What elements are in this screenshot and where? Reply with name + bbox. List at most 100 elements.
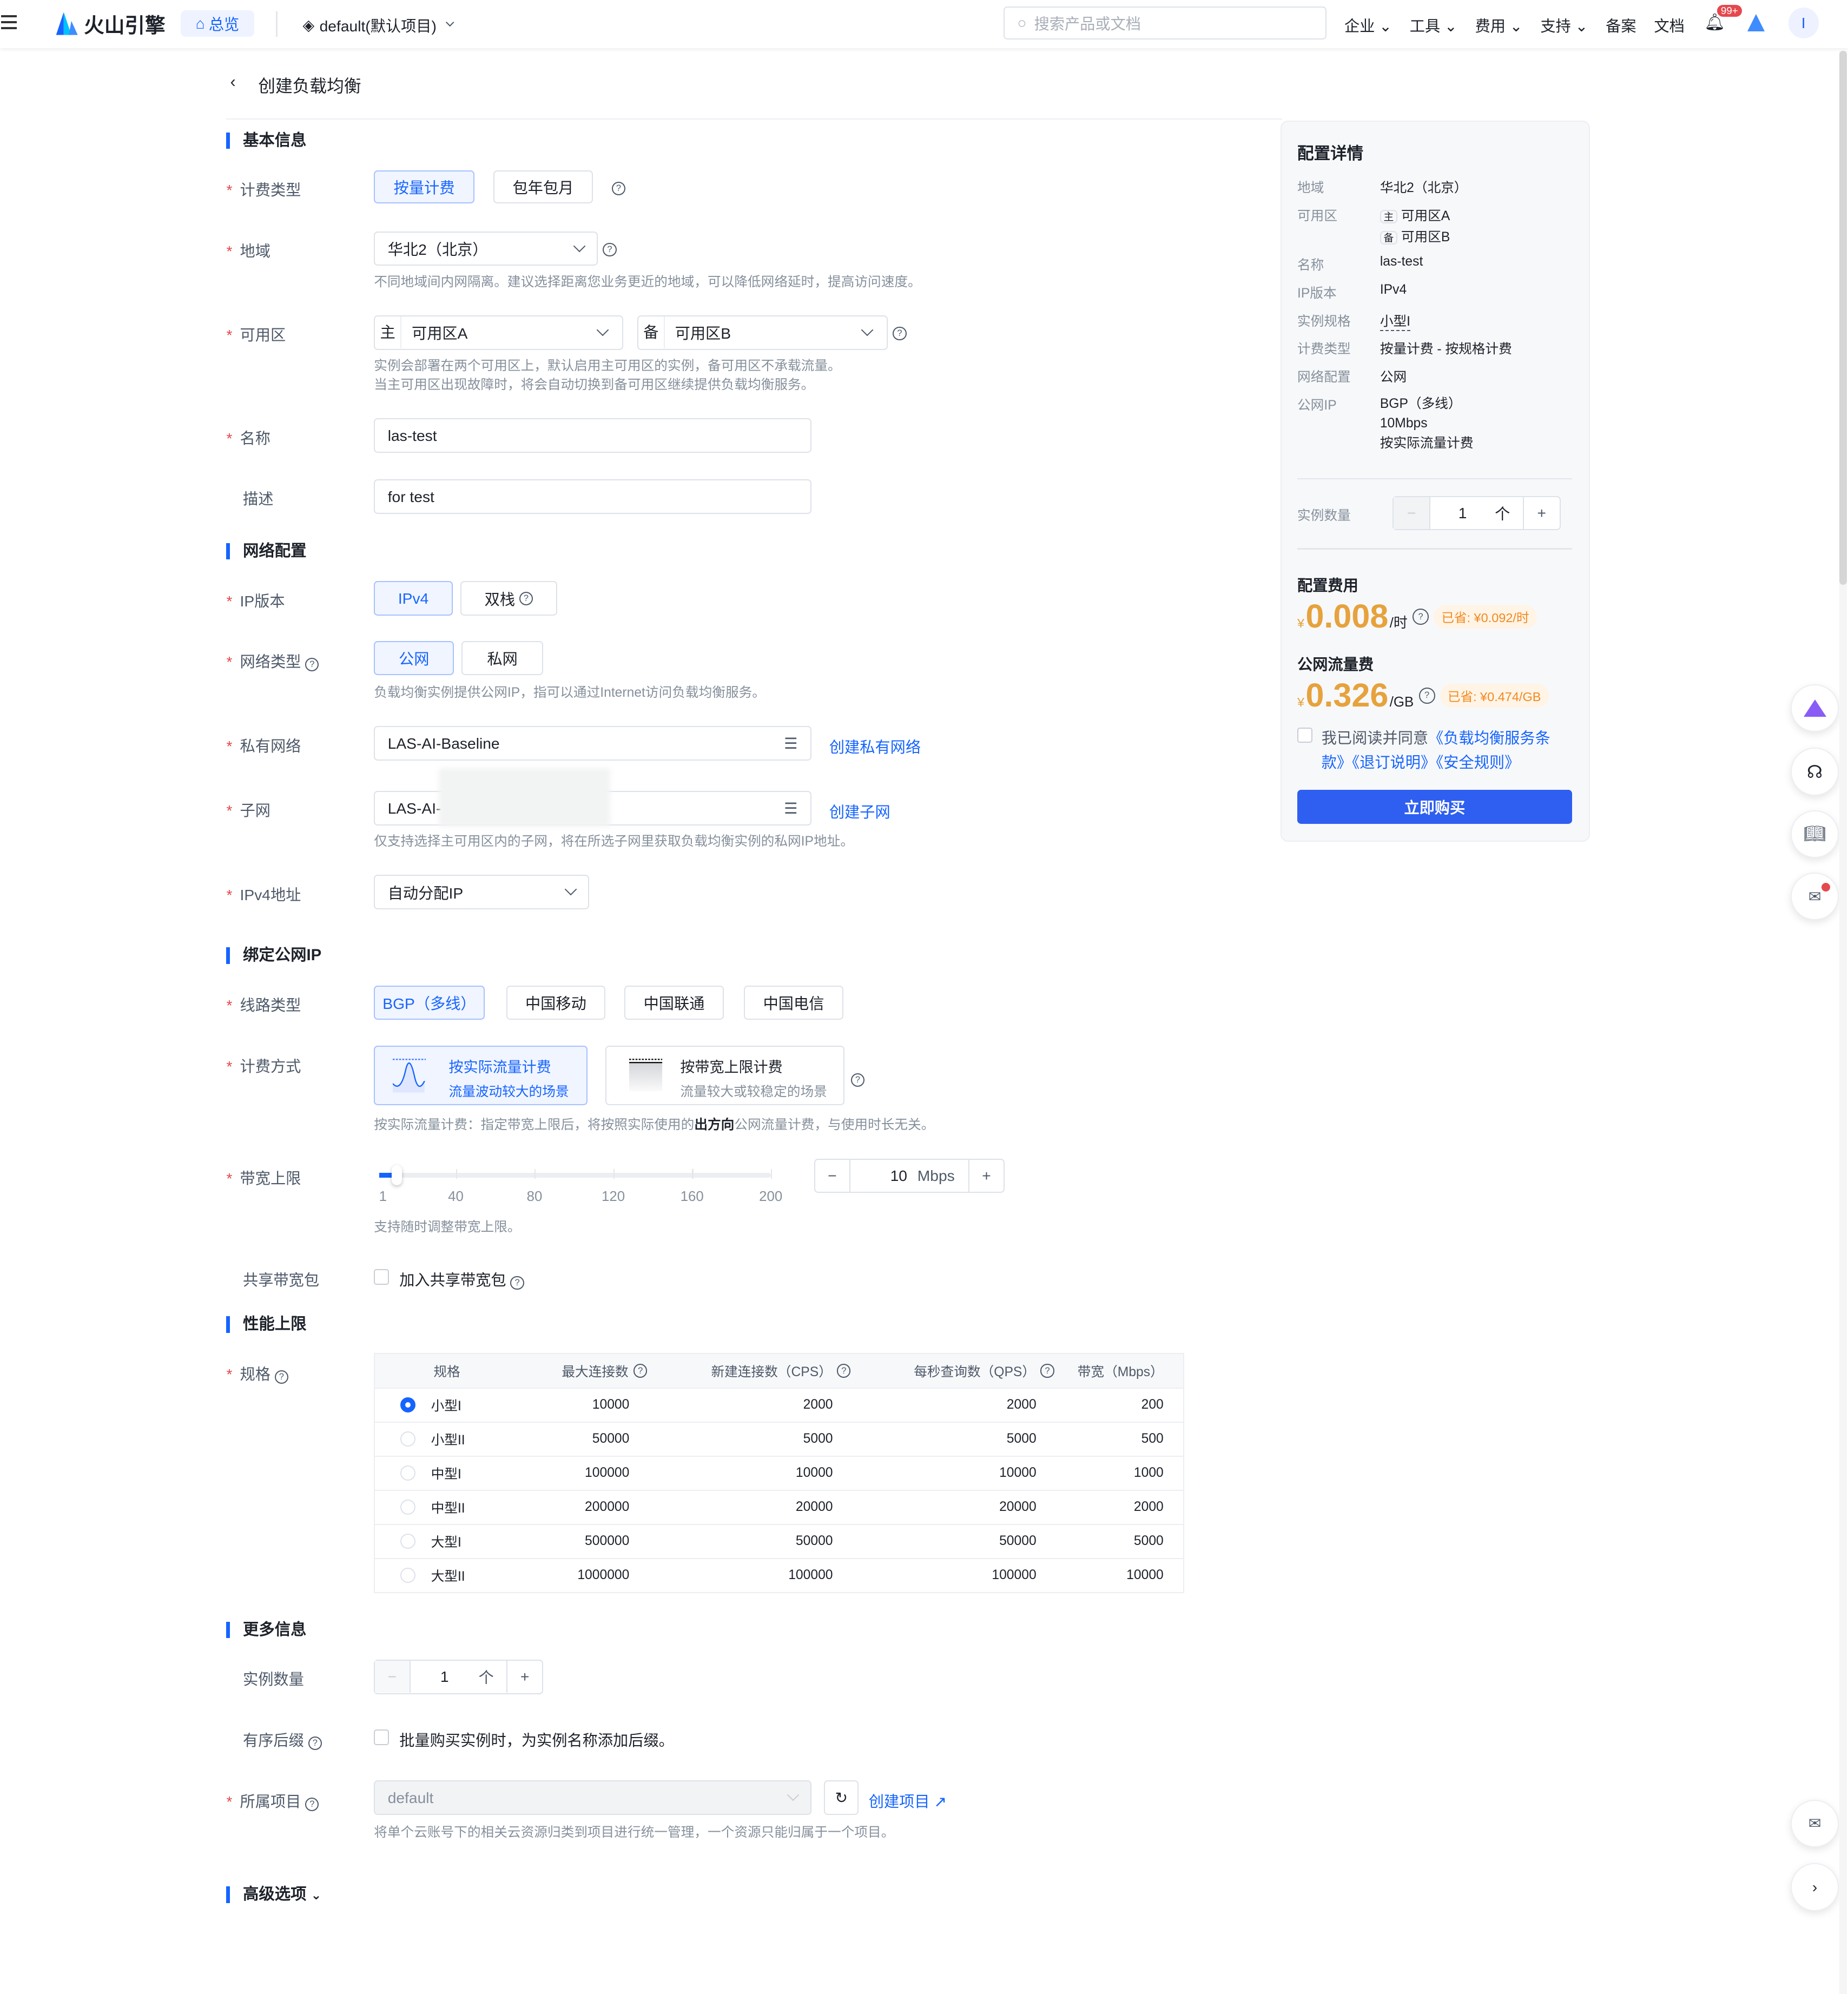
table-row[interactable]: 小型I 10000 2000 2000 200 (375, 1387, 1183, 1422)
help-icon[interactable]: ? (893, 327, 907, 341)
table-cell: 5000 (1133, 1534, 1164, 1549)
plus-button[interactable]: + (968, 1160, 1004, 1192)
summary-spec-tooltip[interactable]: 小型I (1380, 311, 1411, 331)
menu-enterprise[interactable]: 企业 ⌄ (1344, 17, 1392, 35)
bandwidth-slider-handle[interactable] (392, 1165, 402, 1186)
help-icon[interactable]: ? (850, 1073, 864, 1087)
bandwidth-value[interactable]: 10 (890, 1166, 907, 1184)
menu-tools[interactable]: 工具 ⌄ (1409, 17, 1457, 35)
ai-assistant-icon[interactable] (1747, 14, 1765, 31)
bandwidth-slider-track[interactable] (379, 1165, 771, 1186)
help-icon[interactable]: ? (603, 243, 617, 257)
line-china-unicom[interactable]: 中国联通 (624, 986, 724, 1020)
overview-button[interactable]: ⌂ 总览 (180, 10, 255, 37)
table-cell: 500 (1141, 1431, 1164, 1447)
chevron-down-icon (861, 323, 874, 336)
scrollbar[interactable] (1839, 51, 1847, 1994)
line-china-telecom[interactable]: 中国电信 (744, 986, 843, 1020)
charge-by-traffic-card[interactable]: 按实际流量计费 流量波动较大的场景 (374, 1045, 588, 1105)
help-icon: ? (633, 1364, 648, 1378)
region-select[interactable]: 华北2（北京） (374, 231, 598, 266)
table-header: 规格 最大连接数? 新建连接数（CPS）? 每秒查询数（QPS）? 带宽（Mbp… (375, 1354, 1183, 1388)
config-fee-price: ¥0.008/时 (1297, 598, 1408, 635)
ordered-suffix-label: 有序后缀 ? (243, 1728, 322, 1751)
ipv4-option[interactable]: IPv4 (374, 581, 453, 616)
table-cell: 大型I (431, 1535, 461, 1550)
project-switcher[interactable]: ◈ default(默认项目) (303, 14, 454, 36)
name-input[interactable]: las-test (374, 418, 811, 453)
minus-button[interactable]: − (375, 1661, 411, 1693)
table-row[interactable]: 中型I 100000 10000 10000 1000 (375, 1455, 1183, 1490)
table-row[interactable]: 大型I 500000 50000 50000 5000 (375, 1523, 1183, 1558)
table-cell: 小型I (431, 1399, 461, 1414)
menu-billing[interactable]: 费用 ⌄ (1475, 17, 1523, 35)
logo[interactable]: 火山引擎 (54, 9, 166, 38)
ai-assistant-button[interactable] (1791, 684, 1839, 732)
menu-icon[interactable] (1, 15, 17, 29)
spec-radio[interactable] (400, 1567, 416, 1583)
spec-radio[interactable] (400, 1465, 416, 1481)
spec-radio[interactable] (400, 1431, 416, 1447)
vpc-select[interactable]: LAS-AI-Baseline ☰ (374, 726, 811, 761)
search-input[interactable]: ○ 搜索产品或文档 (1003, 6, 1327, 39)
table-row[interactable]: 大型II 1000000 100000 100000 10000 (375, 1557, 1183, 1592)
line-china-mobile[interactable]: 中国移动 (506, 986, 606, 1020)
docs-button[interactable]: 📖︎ (1791, 810, 1839, 859)
summary-label: 网络配置 (1297, 370, 1351, 385)
advanced-options-toggle[interactable]: 高级选项 ⌄ (226, 1886, 321, 1904)
collapse-rail-button[interactable]: › (1791, 1863, 1839, 1911)
traffic-fee-price: ¥0.326/GB (1297, 677, 1414, 714)
ordered-suffix-checkbox[interactable] (374, 1729, 390, 1745)
traffic-savings-badge: 已省: ¥0.474/GB (1440, 684, 1549, 708)
help-icon[interactable]: ? (611, 182, 625, 196)
plus-button[interactable]: + (506, 1661, 542, 1693)
menu-docs[interactable]: 文档 (1654, 17, 1685, 35)
table-row[interactable]: 中型II 200000 20000 20000 2000 (375, 1489, 1183, 1524)
bandwidth-stepper[interactable]: − 10 Mbps + (814, 1158, 1005, 1193)
ipv4-address-select[interactable]: 自动分配IP (374, 875, 589, 909)
shared-bandwidth-checkbox[interactable] (374, 1269, 390, 1285)
primary-zone-select[interactable]: 主可用区A (374, 315, 623, 350)
create-project-link[interactable]: 创建项目 ↗ (868, 1792, 947, 1810)
spec-radio[interactable] (400, 1397, 416, 1413)
private-network-option[interactable]: 私网 (461, 641, 543, 676)
table-cell: 100000 (788, 1568, 833, 1583)
summary-value: 按量计费 - 按规格计费 (1380, 342, 1512, 357)
back-icon[interactable]: ‹ (230, 72, 236, 91)
spec-radio[interactable] (400, 1533, 416, 1549)
help-icon[interactable]: ? (1413, 609, 1429, 625)
bandwidth-chart-icon (629, 1058, 663, 1091)
agreement-links[interactable]: 《负载均衡服务条款》《退订说明》《安全规则》 (1321, 729, 1550, 771)
minus-button[interactable]: − (815, 1160, 851, 1192)
dual-stack-option[interactable]: 双栈 ? (460, 581, 557, 616)
feedback-button[interactable]: ✉︎ (1791, 1799, 1839, 1848)
create-vpc-link[interactable]: 创建私有网络 (829, 738, 921, 756)
create-subnet-link[interactable]: 创建子网 (829, 803, 890, 821)
menu-filing[interactable]: 备案 (1606, 17, 1636, 35)
billing-pay-as-you-go[interactable]: 按量计费 (374, 170, 474, 204)
project-select[interactable]: default (374, 1780, 811, 1815)
line-bgp[interactable]: BGP（多线） (374, 986, 485, 1020)
avatar[interactable]: I (1788, 8, 1819, 38)
table-row[interactable]: 小型II 50000 5000 5000 500 (375, 1421, 1183, 1456)
instance-count-stepper[interactable]: − 1 个 + (374, 1660, 543, 1694)
help-icon[interactable]: ? (1418, 688, 1435, 704)
spec-radio[interactable] (400, 1499, 416, 1515)
plus-button[interactable]: + (1522, 497, 1560, 529)
minus-button[interactable]: − (1394, 497, 1431, 529)
customer-service-button[interactable]: ☊ (1791, 748, 1839, 796)
backup-zone-select[interactable]: 备可用区B (637, 315, 888, 350)
billing-subscription[interactable]: 包年包月 (493, 170, 593, 204)
refresh-button[interactable]: ↻ (824, 1780, 859, 1815)
charge-by-bandwidth-card[interactable]: 按带宽上限计费 流量较大或较稳定的场景 (605, 1045, 845, 1105)
feedback-button[interactable]: ✉︎ (1791, 872, 1839, 921)
public-network-option[interactable]: 公网 (374, 641, 454, 676)
table-cell: 10000 (999, 1465, 1037, 1481)
description-input[interactable]: for test (374, 479, 811, 514)
summary-count-stepper[interactable]: − 1 个 + (1392, 496, 1561, 531)
scrollbar-thumb[interactable] (1839, 51, 1847, 585)
buy-now-button[interactable]: 立即购买 (1297, 789, 1572, 824)
description-label: 描述 (243, 490, 274, 508)
menu-support[interactable]: 支持 ⌄ (1540, 17, 1588, 35)
agree-checkbox[interactable] (1297, 727, 1313, 743)
